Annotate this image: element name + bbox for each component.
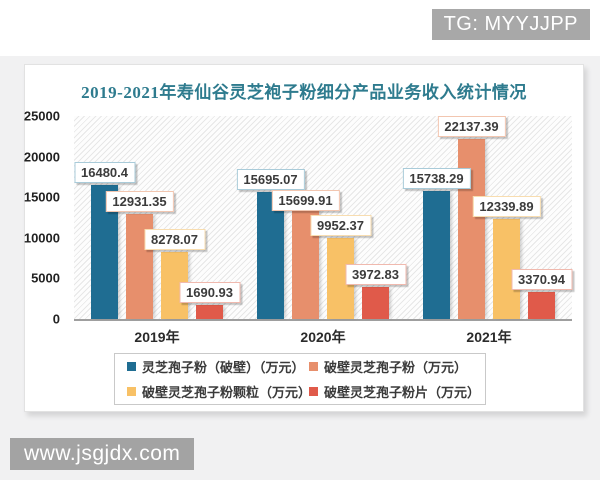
- bar: [423, 191, 450, 319]
- bar-value-label: 22137.39: [437, 116, 506, 138]
- y-axis: 0 5000 10000 15000 20000 25000: [23, 109, 67, 327]
- bar-value-label: 3972.83: [345, 263, 406, 285]
- bar-value-label: 8278.07: [144, 228, 205, 250]
- bar: [257, 191, 284, 319]
- legend-label: 破壁灵芝孢子粉片（万元）: [324, 385, 481, 400]
- y-axis-tick-label: 0: [52, 311, 60, 327]
- chart-title: 2019-2021年寿仙谷灵芝袍子粉细分产品业务收入统计情况: [81, 83, 527, 102]
- bar-value-label: 16480.4: [74, 162, 135, 184]
- x-axis: 2019年 2020年 2021年: [74, 327, 572, 347]
- bar: [292, 191, 319, 319]
- legend-item: 灵芝孢子粉（破壁）（万元）: [127, 357, 309, 376]
- legend-marker-icon: [127, 362, 136, 371]
- legend-label: 灵芝孢子粉（破壁）（万元）: [142, 360, 305, 375]
- x-axis-category-label: 2019年: [134, 329, 180, 345]
- legend-item: 破壁灵芝孢子粉（万元）: [309, 357, 485, 376]
- y-axis-tick-label: 10000: [23, 230, 60, 246]
- watermark-badge: www.jsgjdx.com: [10, 438, 195, 470]
- bar-value-label: 15699.91: [271, 189, 340, 211]
- legend-label: 破壁灵芝孢子粉颗粒（万元）: [142, 385, 312, 400]
- y-axis-tick-label: 20000: [23, 149, 60, 165]
- tg-badge: TG: MYYJJPP: [431, 9, 590, 40]
- legend-item: 破壁灵芝孢子粉颗粒（万元）: [127, 382, 312, 401]
- bar-value-label: 12931.35: [105, 191, 174, 212]
- legend-item: 破壁灵芝孢子粉片（万元）: [309, 382, 485, 401]
- y-axis-tick-label: 15000: [23, 189, 60, 205]
- bar-value-label: 15738.29: [402, 168, 471, 190]
- legend-marker-icon: [127, 387, 136, 396]
- bar-value-label: 12339.89: [472, 195, 541, 217]
- legend-label: 破壁灵芝孢子粉（万元）: [324, 360, 468, 375]
- bar: [196, 305, 223, 319]
- legend: 灵芝孢子粉（破壁）（万元） 破壁灵芝孢子粉（万元） 破壁灵芝孢子粉颗粒（万元） 破壁灵…: [114, 353, 486, 405]
- bar: [528, 291, 555, 319]
- x-axis-category-label: 2021年: [466, 329, 512, 345]
- y-axis-tick-label: 25000: [23, 108, 60, 124]
- legend-marker-icon: [309, 387, 318, 396]
- x-axis-category-label: 2020年: [300, 329, 346, 345]
- bar-value-label: 15695.07: [236, 168, 305, 190]
- chart-card: 2019-2021年寿仙谷灵芝袍子粉细分产品业务收入统计情况 0 5000 1000…: [24, 64, 584, 412]
- bar-value-label: 9952.37: [310, 215, 371, 237]
- bar: [362, 286, 389, 319]
- bar: [458, 139, 485, 319]
- plot-area: 16480.4 12931.35 8278.07 1690.93 15695.07 156…: [74, 116, 572, 321]
- legend-marker-icon: [309, 362, 318, 371]
- bar-value-label: 3370.94: [511, 268, 572, 290]
- y-axis-tick-label: 5000: [31, 270, 60, 286]
- bar-value-label: 1690.93: [179, 282, 240, 304]
